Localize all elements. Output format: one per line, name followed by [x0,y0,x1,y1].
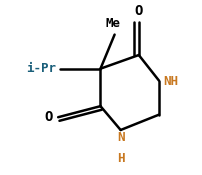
Text: N: N [116,131,124,144]
Text: O: O [134,4,142,18]
Text: O: O [44,110,53,124]
Text: H: H [116,152,124,165]
Text: i-Pr: i-Pr [26,62,56,75]
Text: Me: Me [105,17,120,30]
Text: NH: NH [163,75,178,88]
